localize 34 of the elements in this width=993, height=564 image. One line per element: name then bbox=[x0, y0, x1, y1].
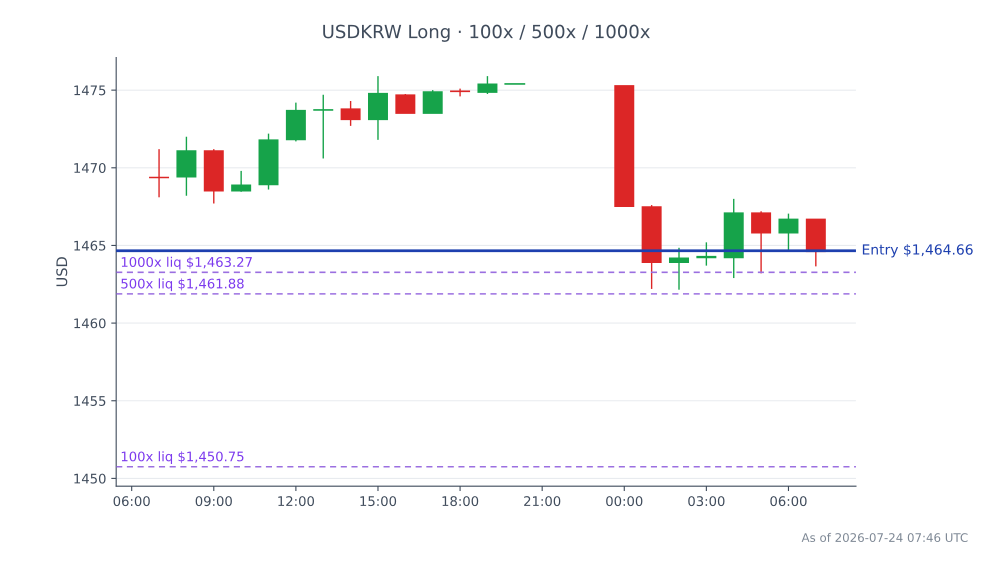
ref-line-label: 500x liq $1,461.88 bbox=[121, 278, 244, 292]
x-tick-label: 12:00 bbox=[278, 496, 314, 506]
y-tick-label: 1450 bbox=[74, 474, 106, 484]
chart-title: USDKRW Long · 100x / 500x / 1000x bbox=[323, 24, 650, 42]
y-tick-label: 1470 bbox=[74, 163, 106, 173]
candlestick bbox=[751, 210, 772, 274]
candlestick bbox=[477, 75, 498, 95]
candlestick bbox=[669, 247, 689, 290]
y-tick-label: 1465 bbox=[74, 240, 106, 251]
x-tick-label: 06:00 bbox=[770, 496, 807, 506]
candlestick bbox=[696, 242, 716, 266]
candlestick bbox=[313, 94, 334, 160]
candlestick bbox=[149, 148, 170, 198]
ref-line-label: 100x liq $1,450.75 bbox=[122, 451, 244, 464]
x-tick-label: 03:00 bbox=[688, 496, 725, 506]
x-tick-label: 21:00 bbox=[524, 496, 560, 506]
x-tick-label: 06:00 bbox=[114, 496, 150, 506]
y-tick-label: 1460 bbox=[74, 318, 106, 328]
candlestick bbox=[340, 100, 361, 127]
candlestick bbox=[422, 89, 443, 114]
x-tick-label: 15:00 bbox=[360, 496, 396, 506]
candlestick bbox=[231, 170, 252, 193]
x-tick-label: 09:00 bbox=[196, 496, 232, 506]
y-axis-title: USD bbox=[56, 257, 68, 286]
x-tick-label: 18:00 bbox=[442, 496, 478, 506]
candlestick bbox=[778, 212, 798, 252]
candlestick bbox=[395, 93, 416, 114]
candlestick bbox=[450, 88, 470, 98]
ref-line-label: Entry $1,464.66 bbox=[862, 244, 973, 258]
y-tick-label: 1475 bbox=[74, 86, 106, 96]
ref-line-label: 1000x liq $1,463.27 bbox=[122, 256, 252, 270]
x-tick-label: 00:00 bbox=[606, 496, 642, 506]
y-tick-label: 1455 bbox=[74, 396, 106, 406]
text: As of 2026-07-24 07:46 UTC bbox=[802, 532, 968, 542]
